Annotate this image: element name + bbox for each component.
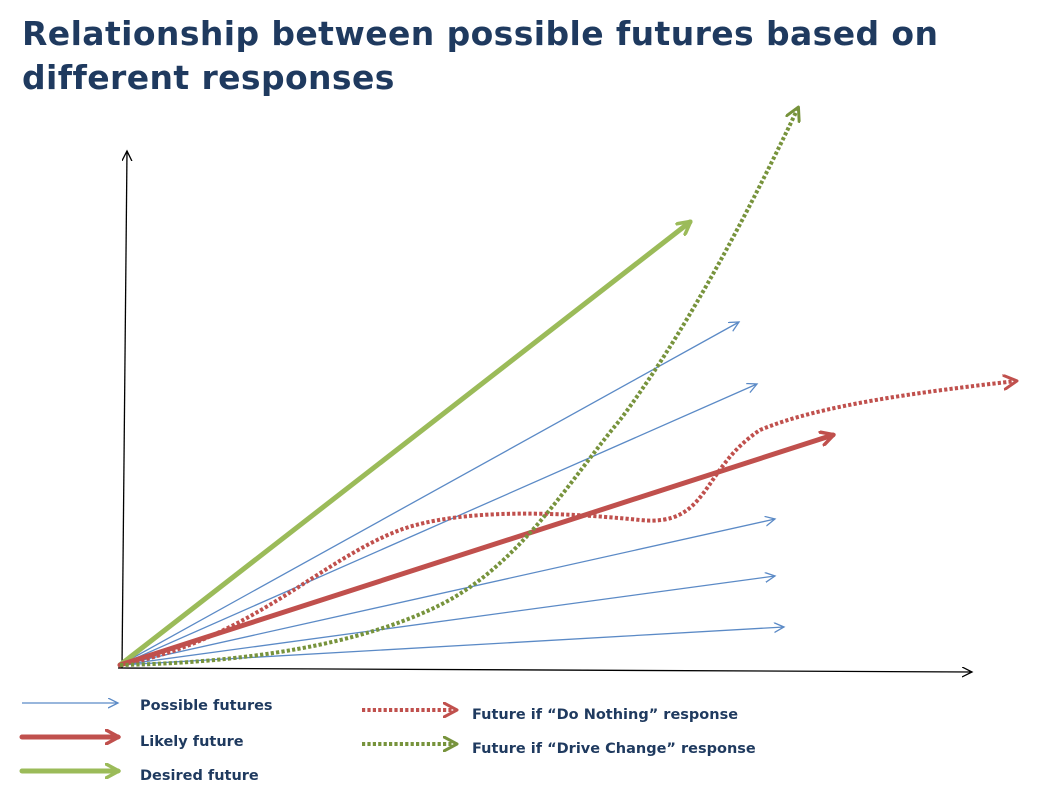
possible-future-line — [119, 384, 757, 666]
drive-change-curve — [119, 108, 798, 667]
legend-label-do-nothing: Future if “Do Nothing” response — [472, 707, 738, 723]
legend-label-likely-future: Likely future — [140, 734, 244, 750]
do-nothing-curve — [119, 381, 1016, 667]
page-title: Relationship between possible futures ba… — [22, 14, 939, 97]
legend-label-desired-future: Desired future — [140, 768, 259, 784]
likely-future-line — [117, 435, 833, 668]
x-axis — [117, 668, 972, 672]
legend-item-desired-future: Desired future — [19, 768, 259, 784]
legend-item-possible-futures: Possible futures — [22, 698, 273, 714]
legend-label-drive-change: Future if “Drive Change” response — [472, 741, 756, 757]
legend-item-do-nothing: Future if “Do Nothing” response — [362, 707, 738, 723]
legend: Possible futures Likely future Desired f… — [19, 698, 756, 784]
desired-future-line — [117, 219, 690, 668]
possible-futures — [119, 322, 784, 666]
y-axis — [121, 151, 127, 669]
possible-future-line — [119, 322, 739, 666]
legend-label-possible-futures: Possible futures — [140, 698, 273, 714]
legend-item-likely-future: Likely future — [19, 734, 244, 750]
possible-future-line — [119, 576, 775, 666]
possible-future-line — [119, 519, 775, 666]
legend-item-drive-change: Future if “Drive Change” response — [362, 741, 756, 757]
